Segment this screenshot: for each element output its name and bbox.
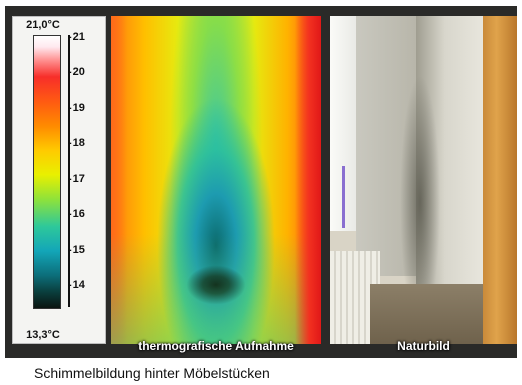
scale-tick: 15: [68, 243, 85, 257]
scale-tick: 16: [68, 207, 85, 221]
scale-tick: 18: [68, 136, 85, 150]
scale-axis: [68, 35, 70, 307]
photo-candle: [342, 166, 345, 228]
scale-max-label: 21,0°C: [26, 19, 60, 31]
scale-tick: 19: [68, 101, 85, 115]
thermal-image: [111, 16, 321, 344]
photo-label: Naturbild: [397, 339, 450, 353]
natural-photo: [330, 16, 517, 344]
photo-wardrobe: [483, 16, 517, 344]
scale-tick: 21: [68, 30, 85, 44]
photo-mould-corner: [400, 76, 440, 286]
figure-frame: 21,0°C 21 20 19 18 17 16 15 14 13,3°C th…: [5, 6, 517, 358]
scale-tick: 20: [68, 65, 85, 79]
thermal-image-label: thermografische Aufnahme: [138, 339, 294, 353]
thermal-warm-edge-right: [295, 16, 321, 344]
thermal-floor-area: [111, 234, 321, 344]
colour-scale-bar: [33, 35, 61, 309]
scale-tick: 14: [68, 278, 85, 292]
scale-min-label: 13,3°C: [26, 329, 60, 341]
scale-tick: 17: [68, 172, 85, 186]
figure-caption: Schimmelbildung hinter Möbelstücken: [34, 365, 270, 381]
temperature-scale: 21,0°C 21 20 19 18 17 16 15 14 13,3°C: [12, 16, 106, 344]
